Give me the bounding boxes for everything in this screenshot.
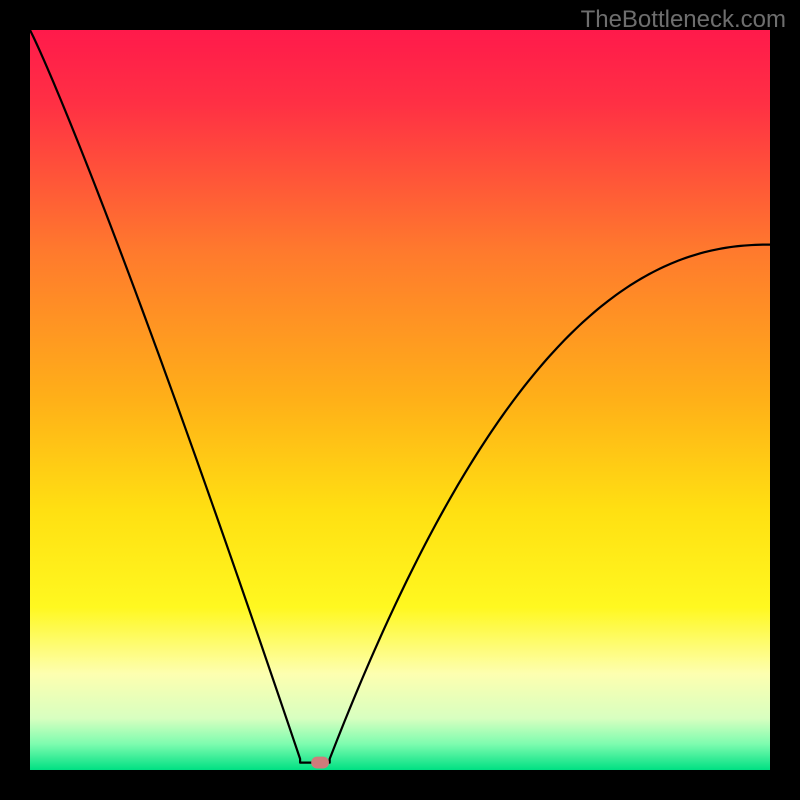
optimum-marker bbox=[311, 757, 329, 769]
gradient-background bbox=[30, 30, 770, 770]
watermark-text: TheBottleneck.com bbox=[581, 6, 786, 34]
chart-plot-area bbox=[30, 30, 770, 770]
bottleneck-chart bbox=[30, 30, 770, 770]
